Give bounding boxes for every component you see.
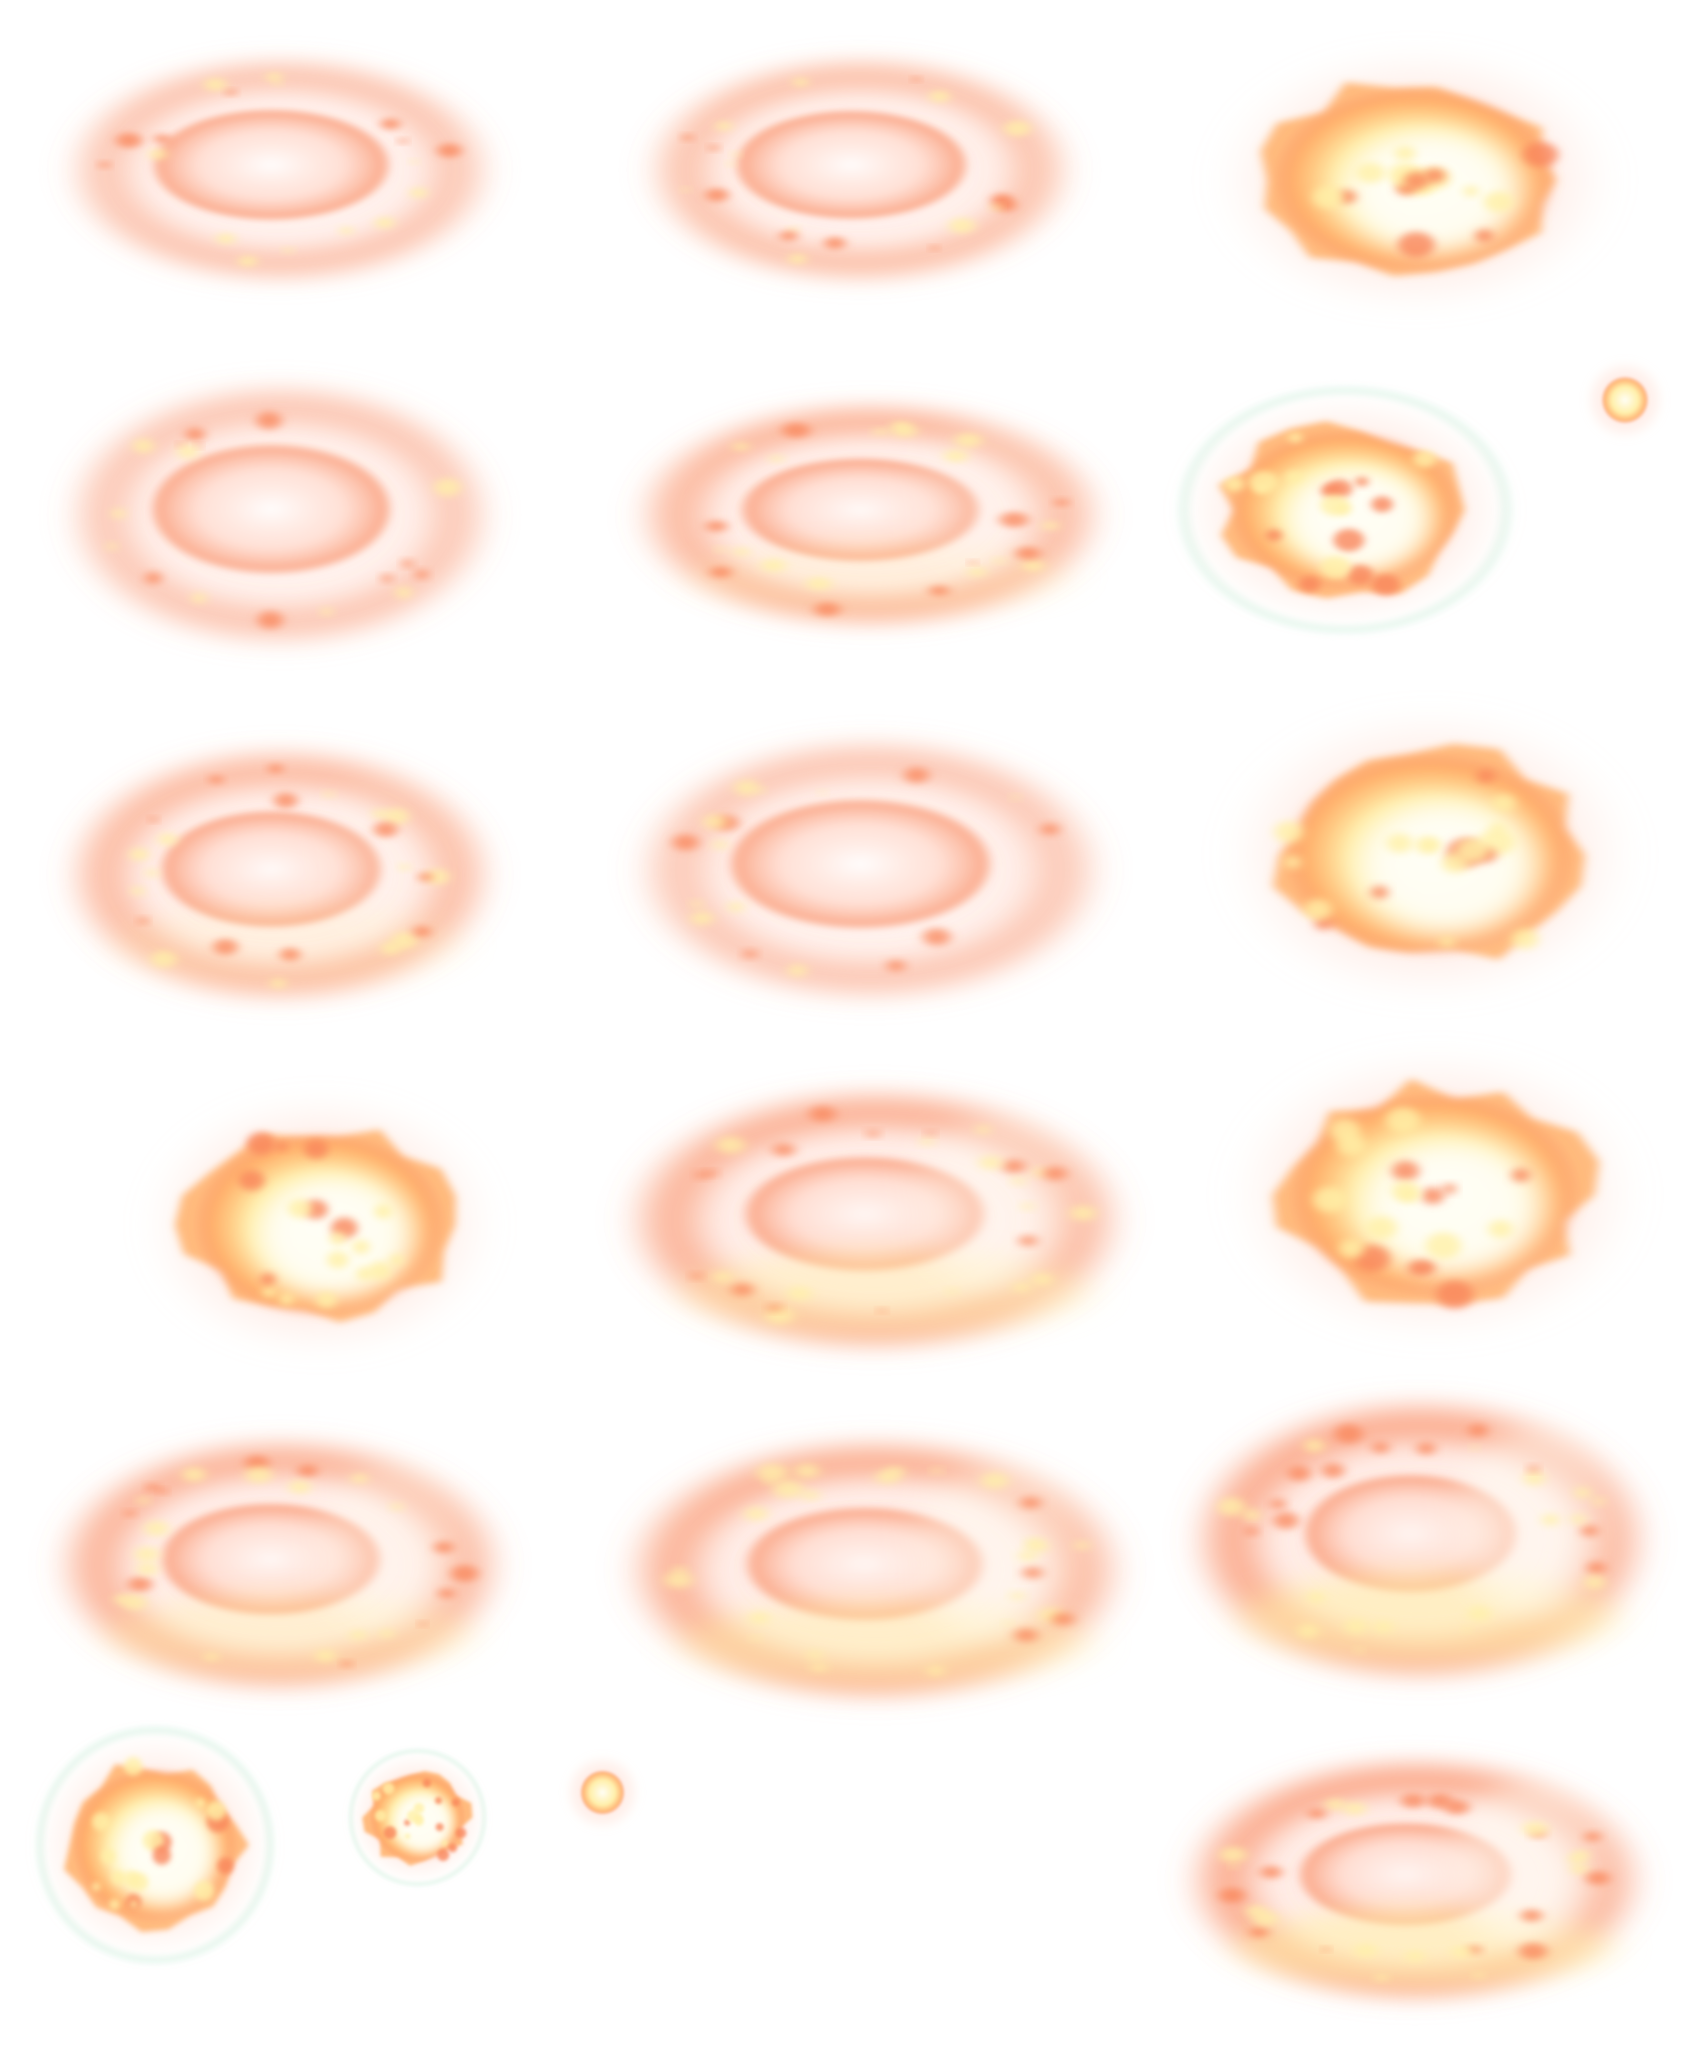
explosion-sprite-f01: [64, 50, 496, 290]
explosion-frame-f17: [30, 1720, 280, 1970]
explosion-frame-f21: [700, 1745, 1000, 1895]
explosion-sprite-f02: [644, 50, 1076, 290]
explosion-sprite-f16: [1189, 1392, 1651, 1688]
explosion-sprite-f12: [625, 1082, 1125, 1358]
explosion-sprite-f07: [1178, 386, 1512, 634]
explosion-frame-f05: [60, 365, 500, 665]
explosion-frame-f03: [1200, 30, 1630, 330]
explosion-frame-f19: [555, 1745, 650, 1840]
explosion-sprite-f10: [1227, 709, 1633, 1001]
explosion-sprite-f20: [1184, 1751, 1646, 2009]
explosion-frame-f12: [620, 1070, 1130, 1370]
explosion-sprite-f13: [1232, 1049, 1638, 1341]
explosion-frame-f02: [640, 40, 1080, 300]
explosion-frame-f09: [630, 720, 1110, 1020]
explosion-sprite-f08: [64, 741, 496, 1009]
explosion-sprite-f09: [634, 732, 1106, 1008]
explosion-sprite-f18: [348, 1748, 487, 1887]
explosion-frame-f08: [60, 730, 500, 1020]
explosion-frame-f01: [60, 40, 500, 300]
explosion-frame-f13: [1215, 1030, 1655, 1360]
explosion-frame-f06: [630, 385, 1110, 645]
explosion-frame-f04: [1575, 350, 1675, 450]
explosion-frame-f16: [1185, 1380, 1655, 1700]
explosion-frame-f14: [50, 1420, 510, 1710]
explosion-frame-f11: [130, 1075, 510, 1375]
explosion-frame-f18: [345, 1745, 490, 1890]
explosion-sprite-f19: [564, 1754, 641, 1831]
explosion-sprite-f11: [145, 1093, 495, 1357]
explosion-sprite-f05: [64, 377, 496, 653]
explosion-frame-f20: [1180, 1740, 1650, 2020]
explosion-frame-f07: [1170, 380, 1520, 640]
explosion-sprite-f17: [36, 1726, 274, 1964]
explosion-sprite-f14: [54, 1431, 506, 1699]
explosion-sprite-f04: [1585, 360, 1665, 440]
explosion-sprite-f06: [634, 395, 1106, 635]
explosion-sprite-f15: [625, 1432, 1125, 1708]
explosion-frame-f10: [1210, 690, 1650, 1020]
explosion-frame-f15: [620, 1420, 1130, 1720]
explosion-sprite-f03: [1217, 48, 1613, 312]
